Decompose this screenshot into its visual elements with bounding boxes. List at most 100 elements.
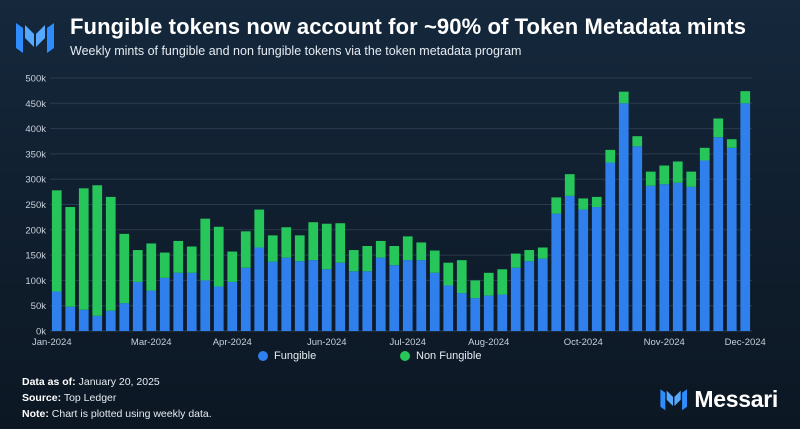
- bar-non-fungible: [618, 91, 629, 104]
- x-tick-label: Nov-2024: [644, 337, 685, 348]
- legend-item-fungible[interactable]: Fungible: [258, 350, 316, 362]
- bar-fungible: [416, 260, 427, 331]
- bar-fungible: [659, 184, 670, 331]
- bar-fungible: [105, 310, 116, 331]
- bar-fungible: [375, 257, 386, 331]
- footer-note: Note: Chart is plotted using weekly data…: [22, 408, 212, 420]
- bar-fungible: [132, 281, 143, 331]
- bar-non-fungible: [578, 198, 589, 210]
- bar-fungible: [578, 209, 589, 331]
- x-tick-label: Apr-2024: [213, 337, 252, 348]
- bar-fungible: [632, 146, 643, 331]
- bar-non-fungible: [213, 226, 224, 287]
- footer-notes: Data as of: January 20, 2025 Source: Top…: [22, 374, 212, 422]
- x-tick-label: Dec-2024: [725, 337, 766, 348]
- messari-brand: Messari: [658, 385, 778, 413]
- bar-non-fungible: [146, 243, 157, 291]
- bar-fungible: [564, 195, 575, 331]
- bar-fungible: [159, 277, 170, 331]
- bar-non-fungible: [645, 171, 656, 186]
- bar-fungible: [51, 291, 62, 331]
- y-tick-label: 250k: [25, 200, 46, 211]
- y-tick-label: 450k: [25, 99, 46, 110]
- bar-non-fungible: [429, 250, 440, 273]
- legend-label-fungible: Fungible: [274, 350, 317, 362]
- bar-fungible: [645, 185, 656, 331]
- y-axis: 0k 50k 100k 150k 200k 250k 300k 350k 400k 450k 500…: [25, 74, 46, 338]
- bar-non-fungible: [65, 207, 76, 307]
- bar-fungible: [429, 272, 440, 331]
- y-tick-label: 200k: [25, 225, 46, 236]
- bar-non-fungible: [699, 147, 710, 161]
- messari-m-icon: [660, 389, 688, 411]
- bar-non-fungible: [281, 227, 292, 258]
- bar-fungible: [308, 260, 319, 331]
- brand-name: Messari: [694, 385, 778, 412]
- bar-non-fungible: [416, 242, 427, 261]
- bar-non-fungible: [362, 245, 373, 272]
- bar-fungible: [726, 147, 737, 331]
- bar-fungible: [186, 272, 197, 331]
- y-tick-label: 100k: [25, 276, 46, 287]
- y-tick-label: 150k: [25, 251, 46, 262]
- legend-swatch-non-fungible: [400, 351, 410, 361]
- bar-fungible: [348, 271, 359, 331]
- bar-fungible: [591, 207, 602, 331]
- bar-fungible: [119, 303, 130, 331]
- legend-item-non-fungible[interactable]: Non Fungible: [400, 350, 481, 362]
- bar-non-fungible: [497, 269, 508, 295]
- x-tick-label: Oct-2024: [564, 337, 603, 348]
- bar-fungible: [335, 262, 346, 331]
- bar-non-fungible: [254, 209, 265, 248]
- bar-fungible: [686, 186, 697, 331]
- bar-non-fungible: [510, 253, 521, 268]
- chart-subtitle: Weekly mints of fungible and non fungibl…: [70, 44, 522, 58]
- bar-non-fungible: [78, 188, 89, 310]
- y-tick-label: 500k: [25, 74, 46, 85]
- bar-fungible: [267, 261, 278, 331]
- stacked-bar-chart: 0k 50k 100k 150k 200k 250k 300k 350k 400k 450k 500…: [25, 74, 766, 349]
- bar-fungible: [227, 281, 238, 331]
- x-tick-label: Aug-2024: [468, 337, 509, 348]
- bar-non-fungible: [294, 235, 305, 262]
- bar-non-fungible: [551, 197, 562, 214]
- bar-non-fungible: [92, 185, 103, 316]
- messari-logo-icon: [16, 23, 54, 53]
- bar-fungible: [551, 213, 562, 331]
- bar-fungible: [173, 272, 184, 331]
- bar-non-fungible: [591, 196, 602, 208]
- y-tick-label: 0k: [36, 327, 46, 338]
- bar-non-fungible: [348, 250, 359, 272]
- bar-non-fungible: [321, 223, 332, 270]
- bar-non-fungible: [335, 223, 346, 263]
- bar-non-fungible: [186, 246, 197, 273]
- bar-non-fungible: [713, 118, 724, 138]
- y-tick-label: 50k: [31, 301, 47, 312]
- bar-fungible: [740, 103, 751, 331]
- bar-fungible: [524, 261, 535, 331]
- x-axis: Jan-2024 Mar-2024 Apr-2024 Jun-2024 Jul-2024…: [32, 337, 766, 348]
- bar-fungible: [672, 182, 683, 331]
- bar-non-fungible: [470, 280, 481, 299]
- bar-non-fungible: [402, 236, 413, 261]
- bar-non-fungible: [686, 171, 697, 187]
- bar-fungible: [605, 162, 616, 331]
- bar-non-fungible: [375, 240, 386, 258]
- footer-date: Data as of: January 20, 2025: [22, 376, 160, 388]
- bar-fungible: [78, 309, 89, 331]
- bar-non-fungible: [200, 218, 211, 281]
- bar-non-fungible: [659, 165, 670, 185]
- bar-fungible: [146, 290, 157, 331]
- y-tick-label: 350k: [25, 149, 46, 160]
- bar-non-fungible: [240, 231, 251, 268]
- legend: Fungible Non Fungible: [0, 350, 800, 366]
- chart-title: Fungible tokens now account for ~90% of …: [70, 14, 747, 39]
- y-tick-label: 300k: [25, 175, 46, 186]
- bar-non-fungible: [672, 161, 683, 183]
- bar-non-fungible: [524, 250, 535, 262]
- x-tick-label: Mar-2024: [131, 337, 172, 348]
- bar-fungible: [618, 103, 629, 331]
- bar-fungible: [537, 258, 548, 331]
- bar-fungible: [321, 269, 332, 331]
- bar-non-fungible: [726, 139, 737, 148]
